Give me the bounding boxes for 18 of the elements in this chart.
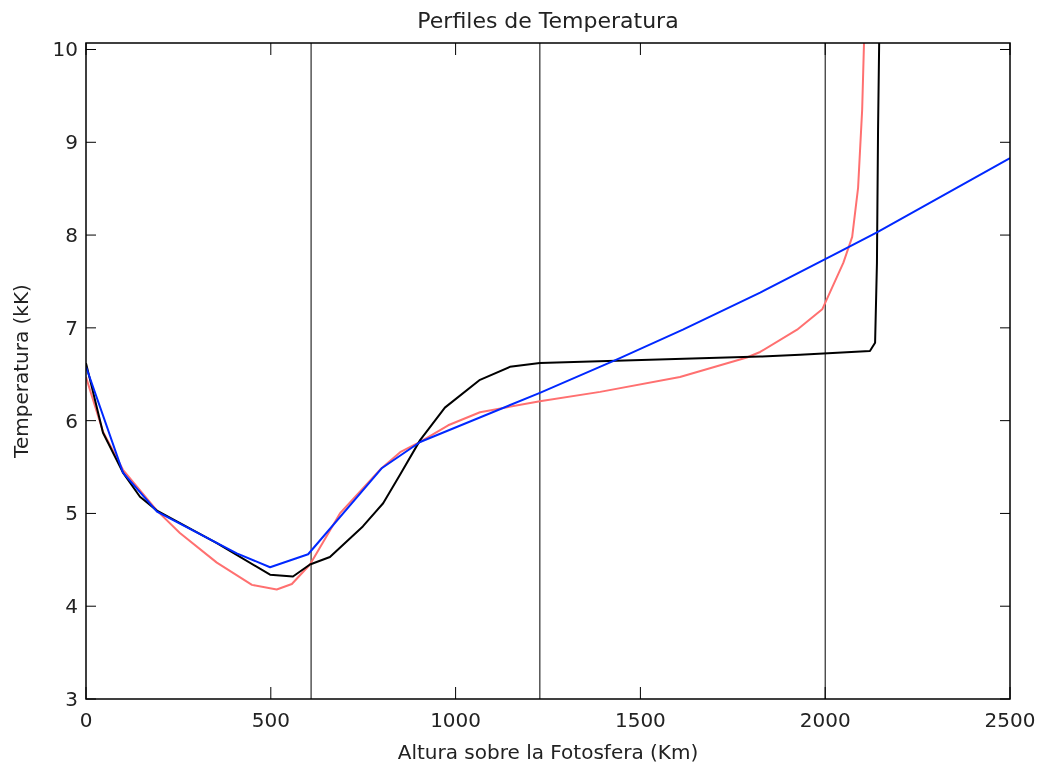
y-tick-label: 10 xyxy=(52,37,78,62)
y-axis-title: Temperatura (kK) xyxy=(9,284,33,459)
y-tick-label: 4 xyxy=(65,594,78,619)
y-tick-label: 7 xyxy=(65,315,78,340)
line-series xyxy=(86,157,1010,569)
y-tick-label: 6 xyxy=(65,408,78,433)
x-axis-title: Altura sobre la Fotosfera (Km) xyxy=(397,740,699,764)
x-tick-label: 1000 xyxy=(430,708,482,732)
x-tick-label: 2500 xyxy=(984,708,1036,732)
y-tick-label: 3 xyxy=(65,687,78,711)
y-tick-label: 9 xyxy=(65,130,78,155)
y-tick-label: 8 xyxy=(65,223,78,248)
x-tick-label: 1500 xyxy=(614,708,666,732)
x-tick-label: 500 xyxy=(251,708,290,732)
chart-title: Perfiles de Temperatura xyxy=(417,8,679,33)
x-tick-label: 0 xyxy=(79,708,93,732)
y-tick-label: 5 xyxy=(65,501,78,526)
x-tick-label: 2000 xyxy=(799,708,851,732)
